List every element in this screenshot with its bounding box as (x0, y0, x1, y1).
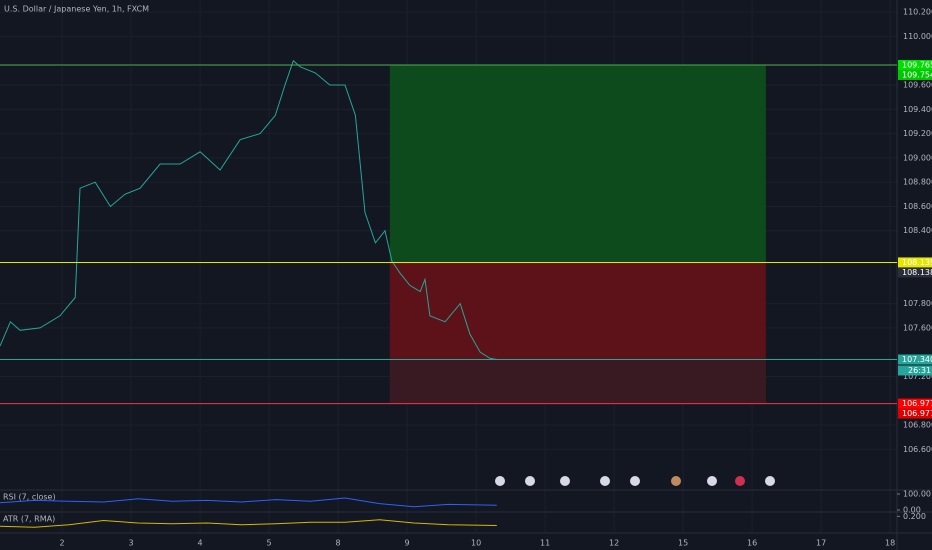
pane-title: U.S. Dollar / Japanese Yen, 1h, FXCM (4, 5, 149, 14)
y-tick-label: 109.600 (903, 81, 932, 90)
y-tick-label: 0.00 (903, 506, 921, 515)
price-tag (898, 354, 932, 365)
x-tick-label: 17 (816, 539, 826, 548)
countdown: 26:31 (908, 366, 931, 375)
x-tick-label: 2 (60, 539, 65, 548)
target-zone (389, 64, 766, 263)
price-line (0, 497, 497, 508)
x-tick-label: 11 (540, 539, 550, 548)
price-tag (898, 398, 932, 409)
price-tag-label: 108.138 (902, 268, 932, 277)
price-tag (898, 267, 932, 278)
plot-layer (0, 59, 766, 528)
event-icon (600, 476, 610, 486)
price-tag-label: 106.977 (902, 409, 932, 418)
price-tag-label: 108.139 (902, 258, 932, 267)
price-tag-label: 106.977 (902, 399, 932, 408)
pane-title: RSI (7, close) (3, 493, 56, 502)
y-tick-label: 106.600 (903, 445, 932, 454)
event-icon (765, 476, 775, 486)
y-tick-label: 108.600 (903, 202, 932, 211)
y-tick-label: 107.600 (903, 323, 932, 332)
y-tick-label: 108.800 (903, 178, 932, 187)
y-tick-label: 106.800 (903, 421, 932, 430)
y-tick-label: 100.00 (903, 490, 931, 499)
event-icon (630, 476, 640, 486)
x-tick-label: 16 (747, 539, 757, 548)
event-icon (495, 476, 505, 486)
event-icon (707, 476, 717, 486)
price-tag-label: 109.754 (902, 70, 932, 79)
x-tick-label: 10 (471, 539, 481, 548)
price-line (0, 59, 497, 360)
price-tag (898, 257, 932, 268)
event-icon (735, 476, 745, 486)
y-tick-label: 107.800 (903, 299, 932, 308)
price-tag (898, 59, 932, 70)
x-tick-label: 15 (678, 539, 688, 548)
y-tick-label: 110.200 (903, 8, 932, 17)
price-tag-label: 109.765 (902, 60, 932, 69)
open-loss-zone (389, 359, 766, 404)
y-tick-label: 108.400 (903, 226, 932, 235)
event-icon (560, 476, 570, 486)
price-line (0, 519, 497, 528)
x-tick-label: 18 (885, 539, 895, 548)
event-icon (525, 476, 535, 486)
x-tick-label: 3 (129, 539, 134, 548)
y-tick-label: 109.200 (903, 129, 932, 138)
event-icon (671, 476, 681, 486)
price-tag-label: 107.340 (902, 355, 932, 364)
price-tag (898, 69, 932, 80)
pane-title: ATR (7, RMA) (3, 515, 55, 524)
y-tick-label: 110.000 (903, 32, 932, 41)
x-tick-label: 9 (405, 539, 410, 548)
x-tick-label: 12 (609, 539, 619, 548)
x-tick-label: 8 (336, 539, 341, 548)
x-tick-label: 4 (198, 539, 203, 548)
x-tick-label: 5 (267, 539, 272, 548)
event-icons (495, 476, 775, 486)
countdown-tag (898, 365, 932, 376)
y-tick-label: 109.000 (903, 153, 932, 162)
y-tick-label: 0.200 (903, 512, 926, 521)
price-tag (898, 408, 932, 419)
y-tick-label: 107.200 (903, 372, 932, 381)
y-tick-label: 109.400 (903, 105, 932, 114)
